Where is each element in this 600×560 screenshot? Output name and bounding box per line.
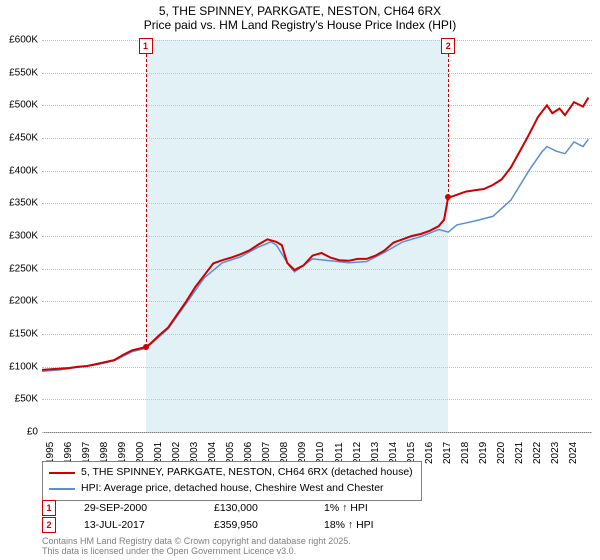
- sale-ref-1: 1: [42, 500, 56, 516]
- legend-label-property: 5, THE SPINNEY, PARKGATE, NESTON, CH64 6…: [81, 465, 413, 481]
- title-block: 5, THE SPINNEY, PARKGATE, NESTON, CH64 6…: [0, 0, 600, 33]
- title-subtitle: Price paid vs. HM Land Registry's House …: [0, 18, 600, 32]
- legend-item-hpi: HPI: Average price, detached house, Ches…: [49, 481, 413, 497]
- y-tick-label: £350K: [0, 198, 38, 209]
- sale-date-1: 29-SEP-2000: [84, 500, 214, 517]
- y-tick-label: £500K: [0, 100, 38, 111]
- x-tick-label: 2019: [478, 442, 489, 464]
- y-tick-label: £550K: [0, 67, 38, 78]
- sale-delta-1: 1% ↑ HPI: [324, 500, 368, 517]
- legend-swatch-hpi: [49, 488, 75, 490]
- sales-table: 1 29-SEP-2000 £130,000 1% ↑ HPI 2 13-JUL…: [42, 500, 374, 534]
- x-tick-label: 2023: [550, 442, 561, 464]
- title-address: 5, THE SPINNEY, PARKGATE, NESTON, CH64 6…: [0, 4, 600, 18]
- x-tick-label: 2018: [460, 442, 471, 464]
- x-tick-label: 2022: [532, 442, 543, 464]
- marker-dot: [143, 344, 149, 350]
- attribution-line1: Contains HM Land Registry data © Crown c…: [42, 536, 351, 546]
- y-tick-label: £0: [0, 427, 38, 438]
- sale-row-1: 1 29-SEP-2000 £130,000 1% ↑ HPI: [42, 500, 374, 517]
- y-tick-label: £250K: [0, 263, 38, 274]
- x-tick-label: 2021: [514, 442, 525, 464]
- legend-label-hpi: HPI: Average price, detached house, Ches…: [81, 481, 384, 497]
- y-tick-label: £450K: [0, 133, 38, 144]
- attribution: Contains HM Land Registry data © Crown c…: [42, 536, 351, 557]
- y-tick-label: £200K: [0, 296, 38, 307]
- x-tick-label: 2016: [424, 442, 435, 464]
- y-tick-label: £50K: [0, 394, 38, 405]
- plot-area: £0£50K£100K£150K£200K£250K£300K£350K£400…: [42, 40, 592, 433]
- y-tick-label: £400K: [0, 165, 38, 176]
- sale-price-1: £130,000: [214, 500, 324, 517]
- y-tick-label: £100K: [0, 361, 38, 372]
- x-tick-label: 2024: [568, 442, 579, 464]
- sale-price-2: £359,950: [214, 517, 324, 534]
- sale-date-2: 13-JUL-2017: [84, 517, 214, 534]
- x-tick-label: 2017: [442, 442, 453, 464]
- series-property: [42, 98, 588, 370]
- marker-box: 2: [441, 38, 455, 54]
- y-tick-label: £600K: [0, 35, 38, 46]
- marker-line: [146, 54, 147, 347]
- sale-row-2: 2 13-JUL-2017 £359,950 18% ↑ HPI: [42, 517, 374, 534]
- legend: 5, THE SPINNEY, PARKGATE, NESTON, CH64 6…: [42, 461, 422, 501]
- x-tick-label: 2020: [496, 442, 507, 464]
- chart-container: 5, THE SPINNEY, PARKGATE, NESTON, CH64 6…: [0, 0, 600, 560]
- legend-item-property: 5, THE SPINNEY, PARKGATE, NESTON, CH64 6…: [49, 465, 413, 481]
- attribution-line2: This data is licensed under the Open Gov…: [42, 546, 351, 556]
- marker-dot: [445, 194, 451, 200]
- sale-delta-2: 18% ↑ HPI: [324, 517, 374, 534]
- legend-swatch-property: [49, 472, 75, 474]
- marker-line: [448, 54, 449, 197]
- series-svg: [42, 40, 592, 432]
- sale-ref-2: 2: [42, 517, 56, 533]
- y-tick-label: £150K: [0, 329, 38, 340]
- marker-box: 1: [139, 38, 153, 54]
- y-tick-label: £300K: [0, 231, 38, 242]
